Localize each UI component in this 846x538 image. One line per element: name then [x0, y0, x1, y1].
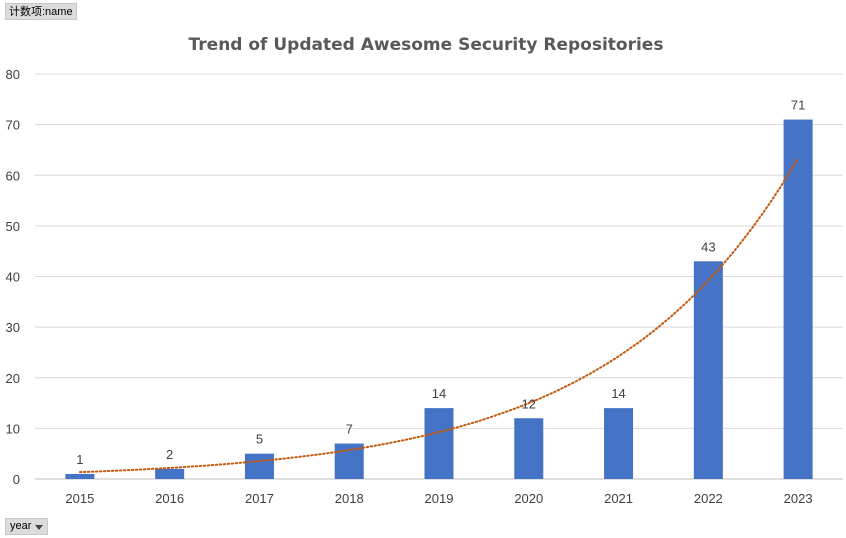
x-tick-label: 2020	[514, 491, 543, 506]
bar	[424, 408, 454, 479]
y-tick-label: 10	[6, 421, 20, 436]
y-tick-label: 80	[6, 67, 20, 82]
bar	[693, 261, 723, 479]
bar	[514, 418, 544, 479]
bar	[65, 473, 95, 479]
data-label: 43	[701, 239, 715, 254]
x-tick-label: 2019	[425, 491, 454, 506]
y-axis-tick-labels: 0 10 20 30 40 50 60 70 80	[6, 67, 20, 487]
y-tick-label: 60	[6, 168, 20, 183]
data-label: 2	[166, 447, 173, 462]
data-label: 5	[256, 432, 263, 447]
x-tick-label: 2015	[65, 491, 94, 506]
data-label: 12	[522, 396, 536, 411]
x-tick-label: 2016	[155, 491, 184, 506]
bar	[783, 119, 813, 479]
x-tick-label: 2017	[245, 491, 274, 506]
chart-title: Trend of Updated Awesome Security Reposi…	[189, 35, 664, 55]
y-tick-label: 70	[6, 118, 20, 133]
pivot-axis-field-label: year	[10, 520, 32, 532]
pivot-value-field-button[interactable]: 计数项:name	[5, 3, 77, 20]
data-label: 7	[346, 422, 353, 437]
pivot-axis-field-button[interactable]: year	[5, 518, 49, 535]
bar	[155, 468, 185, 479]
bar	[604, 408, 634, 479]
x-tick-label: 2021	[604, 491, 633, 506]
x-tick-label: 2023	[784, 491, 813, 506]
data-label: 14	[611, 386, 625, 401]
x-tick-label: 2018	[335, 491, 364, 506]
bar	[244, 453, 274, 479]
y-tick-label: 30	[6, 320, 20, 335]
x-tick-label: 2022	[694, 491, 723, 506]
y-tick-label: 40	[6, 270, 20, 285]
data-label: 71	[791, 98, 805, 113]
chevron-down-icon	[35, 524, 44, 530]
x-axis-tick-labels: 2015 2016 2017 2018 2019 2020 2021 2022 2023	[65, 491, 812, 506]
y-tick-label: 0	[13, 472, 20, 487]
y-tick-label: 20	[6, 371, 20, 386]
trendline	[78, 157, 800, 474]
data-label: 14	[432, 386, 446, 401]
trendline-path	[78, 157, 800, 474]
pivot-value-field-label: 计数项:name	[9, 6, 73, 18]
y-tick-label: 50	[6, 219, 20, 234]
data-label: 1	[76, 452, 83, 467]
bar-series	[65, 119, 813, 479]
